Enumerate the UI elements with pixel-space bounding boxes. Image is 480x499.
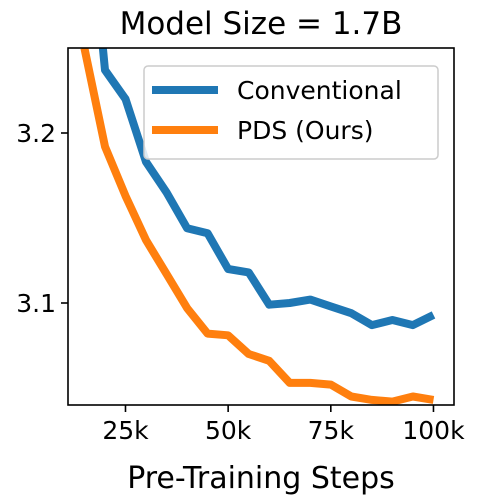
series-line-conventional: [98, 48, 436, 330]
x-tick-label: 25k: [102, 416, 149, 445]
x-tick-label: 100k: [402, 416, 465, 445]
x-tick-label: 50k: [205, 416, 252, 445]
y-tick-label: 3.2: [16, 119, 56, 148]
plot-frame: [67, 47, 455, 406]
x-tick-label: 75k: [308, 416, 355, 445]
series-layer: [80, 48, 436, 405]
x-axis-label: Pre-Training Steps: [127, 461, 395, 496]
y-tick-label: 3.1: [16, 289, 56, 318]
legend: Conventional PDS (Ours): [143, 65, 439, 160]
chart-title: Model Size = 1.7B: [120, 6, 403, 42]
x-axis: 25k 50k 75k 100k: [102, 405, 465, 445]
series-line-pds-ours: [80, 48, 435, 405]
legend-label-conventional: Conventional: [237, 76, 402, 105]
legend-label-pds: PDS (Ours): [237, 116, 373, 145]
y-axis: 3.1 3.2: [16, 119, 68, 318]
